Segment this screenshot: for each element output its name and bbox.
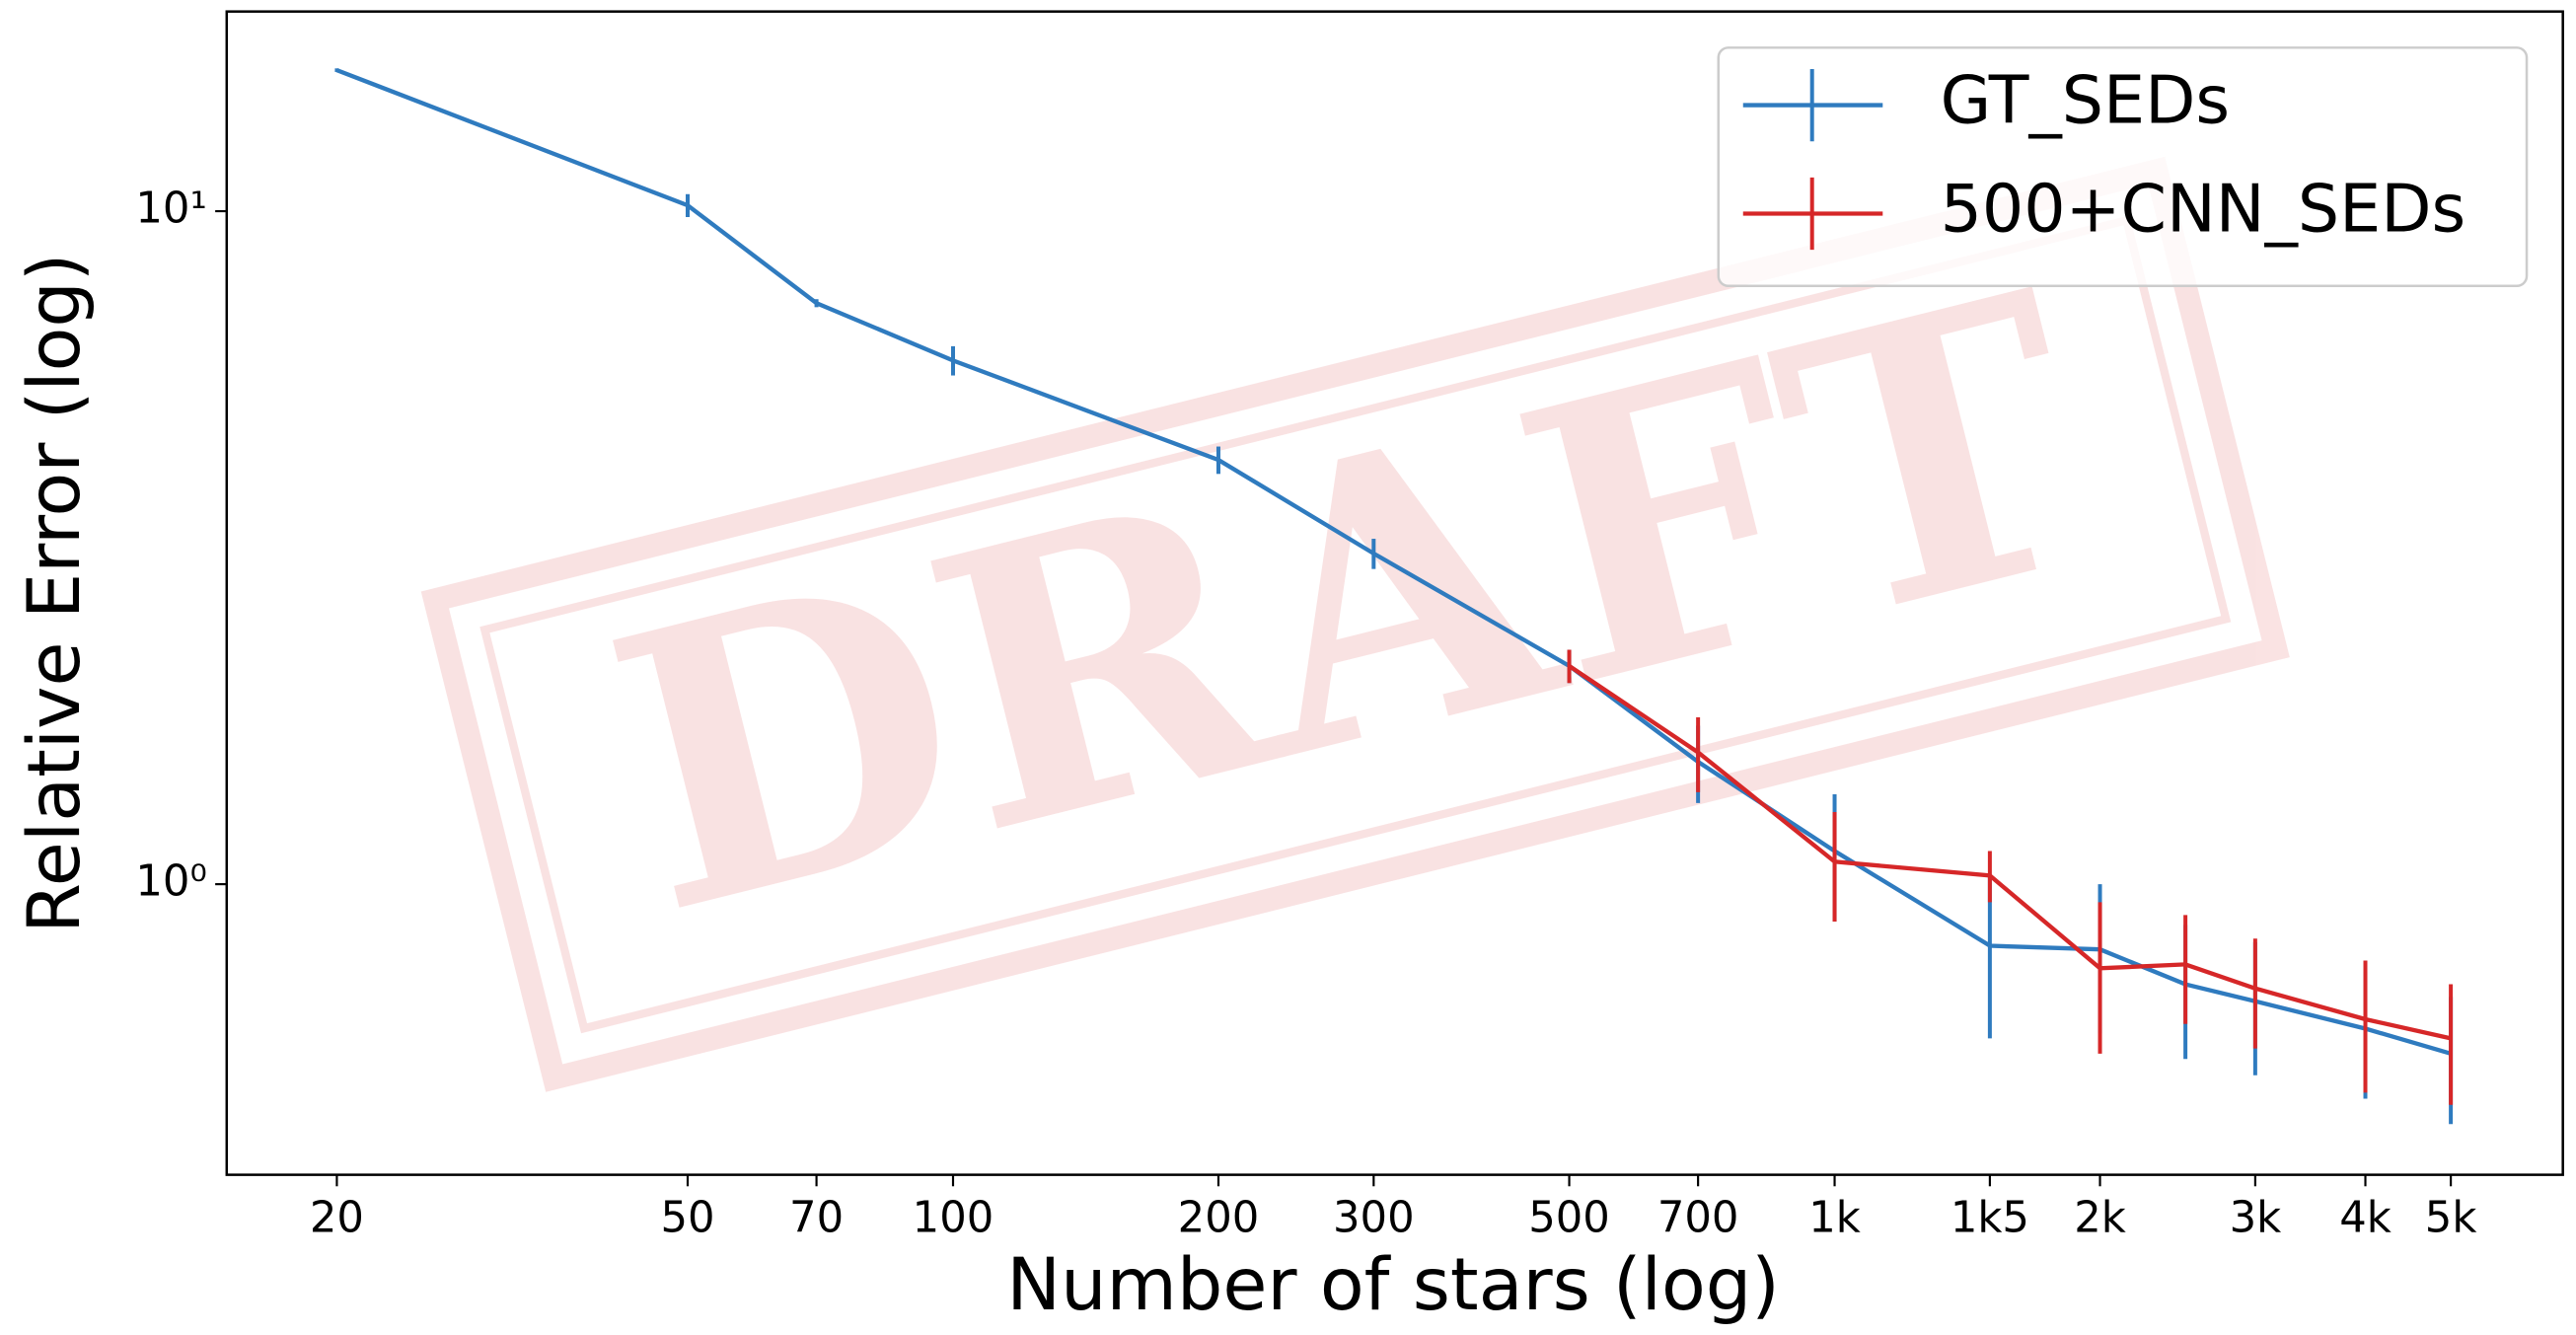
x-tick-label: 50 xyxy=(660,1194,714,1243)
x-tick-label: 4k xyxy=(2339,1194,2392,1243)
x-tick-label: 500 xyxy=(1528,1194,1610,1243)
x-tick-label: 5k xyxy=(2425,1194,2477,1243)
legend-box xyxy=(1717,46,2529,288)
x-tick-label: 100 xyxy=(913,1194,994,1243)
watermark: DRAFT xyxy=(420,156,2290,1092)
x-tick-label: 20 xyxy=(310,1194,364,1243)
x-tick-label: 2k xyxy=(2074,1194,2126,1243)
watermark-frame xyxy=(479,215,2232,1034)
x-tick-label: 1k5 xyxy=(1950,1194,2029,1243)
x-tick-label: 300 xyxy=(1333,1194,1415,1243)
watermark-frame xyxy=(420,156,2290,1092)
x-tick-label: 70 xyxy=(789,1194,844,1243)
y-tick-label: 10⁰ xyxy=(135,857,206,907)
x-tick-label: 3k xyxy=(2230,1194,2282,1243)
x-tick-label: 1k xyxy=(1808,1194,1861,1243)
plot-frame xyxy=(225,10,2564,1176)
x-tick-label: 200 xyxy=(1178,1194,1260,1243)
legend-label: GT_SEDs xyxy=(1941,62,2231,139)
x-tick-label: 700 xyxy=(1657,1194,1739,1243)
y-axis-label: Relative Error (log) xyxy=(13,253,97,932)
legend-label: 500+CNN_SEDs xyxy=(1941,171,2466,248)
x-axis-label: Number of stars (log) xyxy=(1006,1243,1780,1327)
y-tick-label: 10¹ xyxy=(135,185,206,234)
